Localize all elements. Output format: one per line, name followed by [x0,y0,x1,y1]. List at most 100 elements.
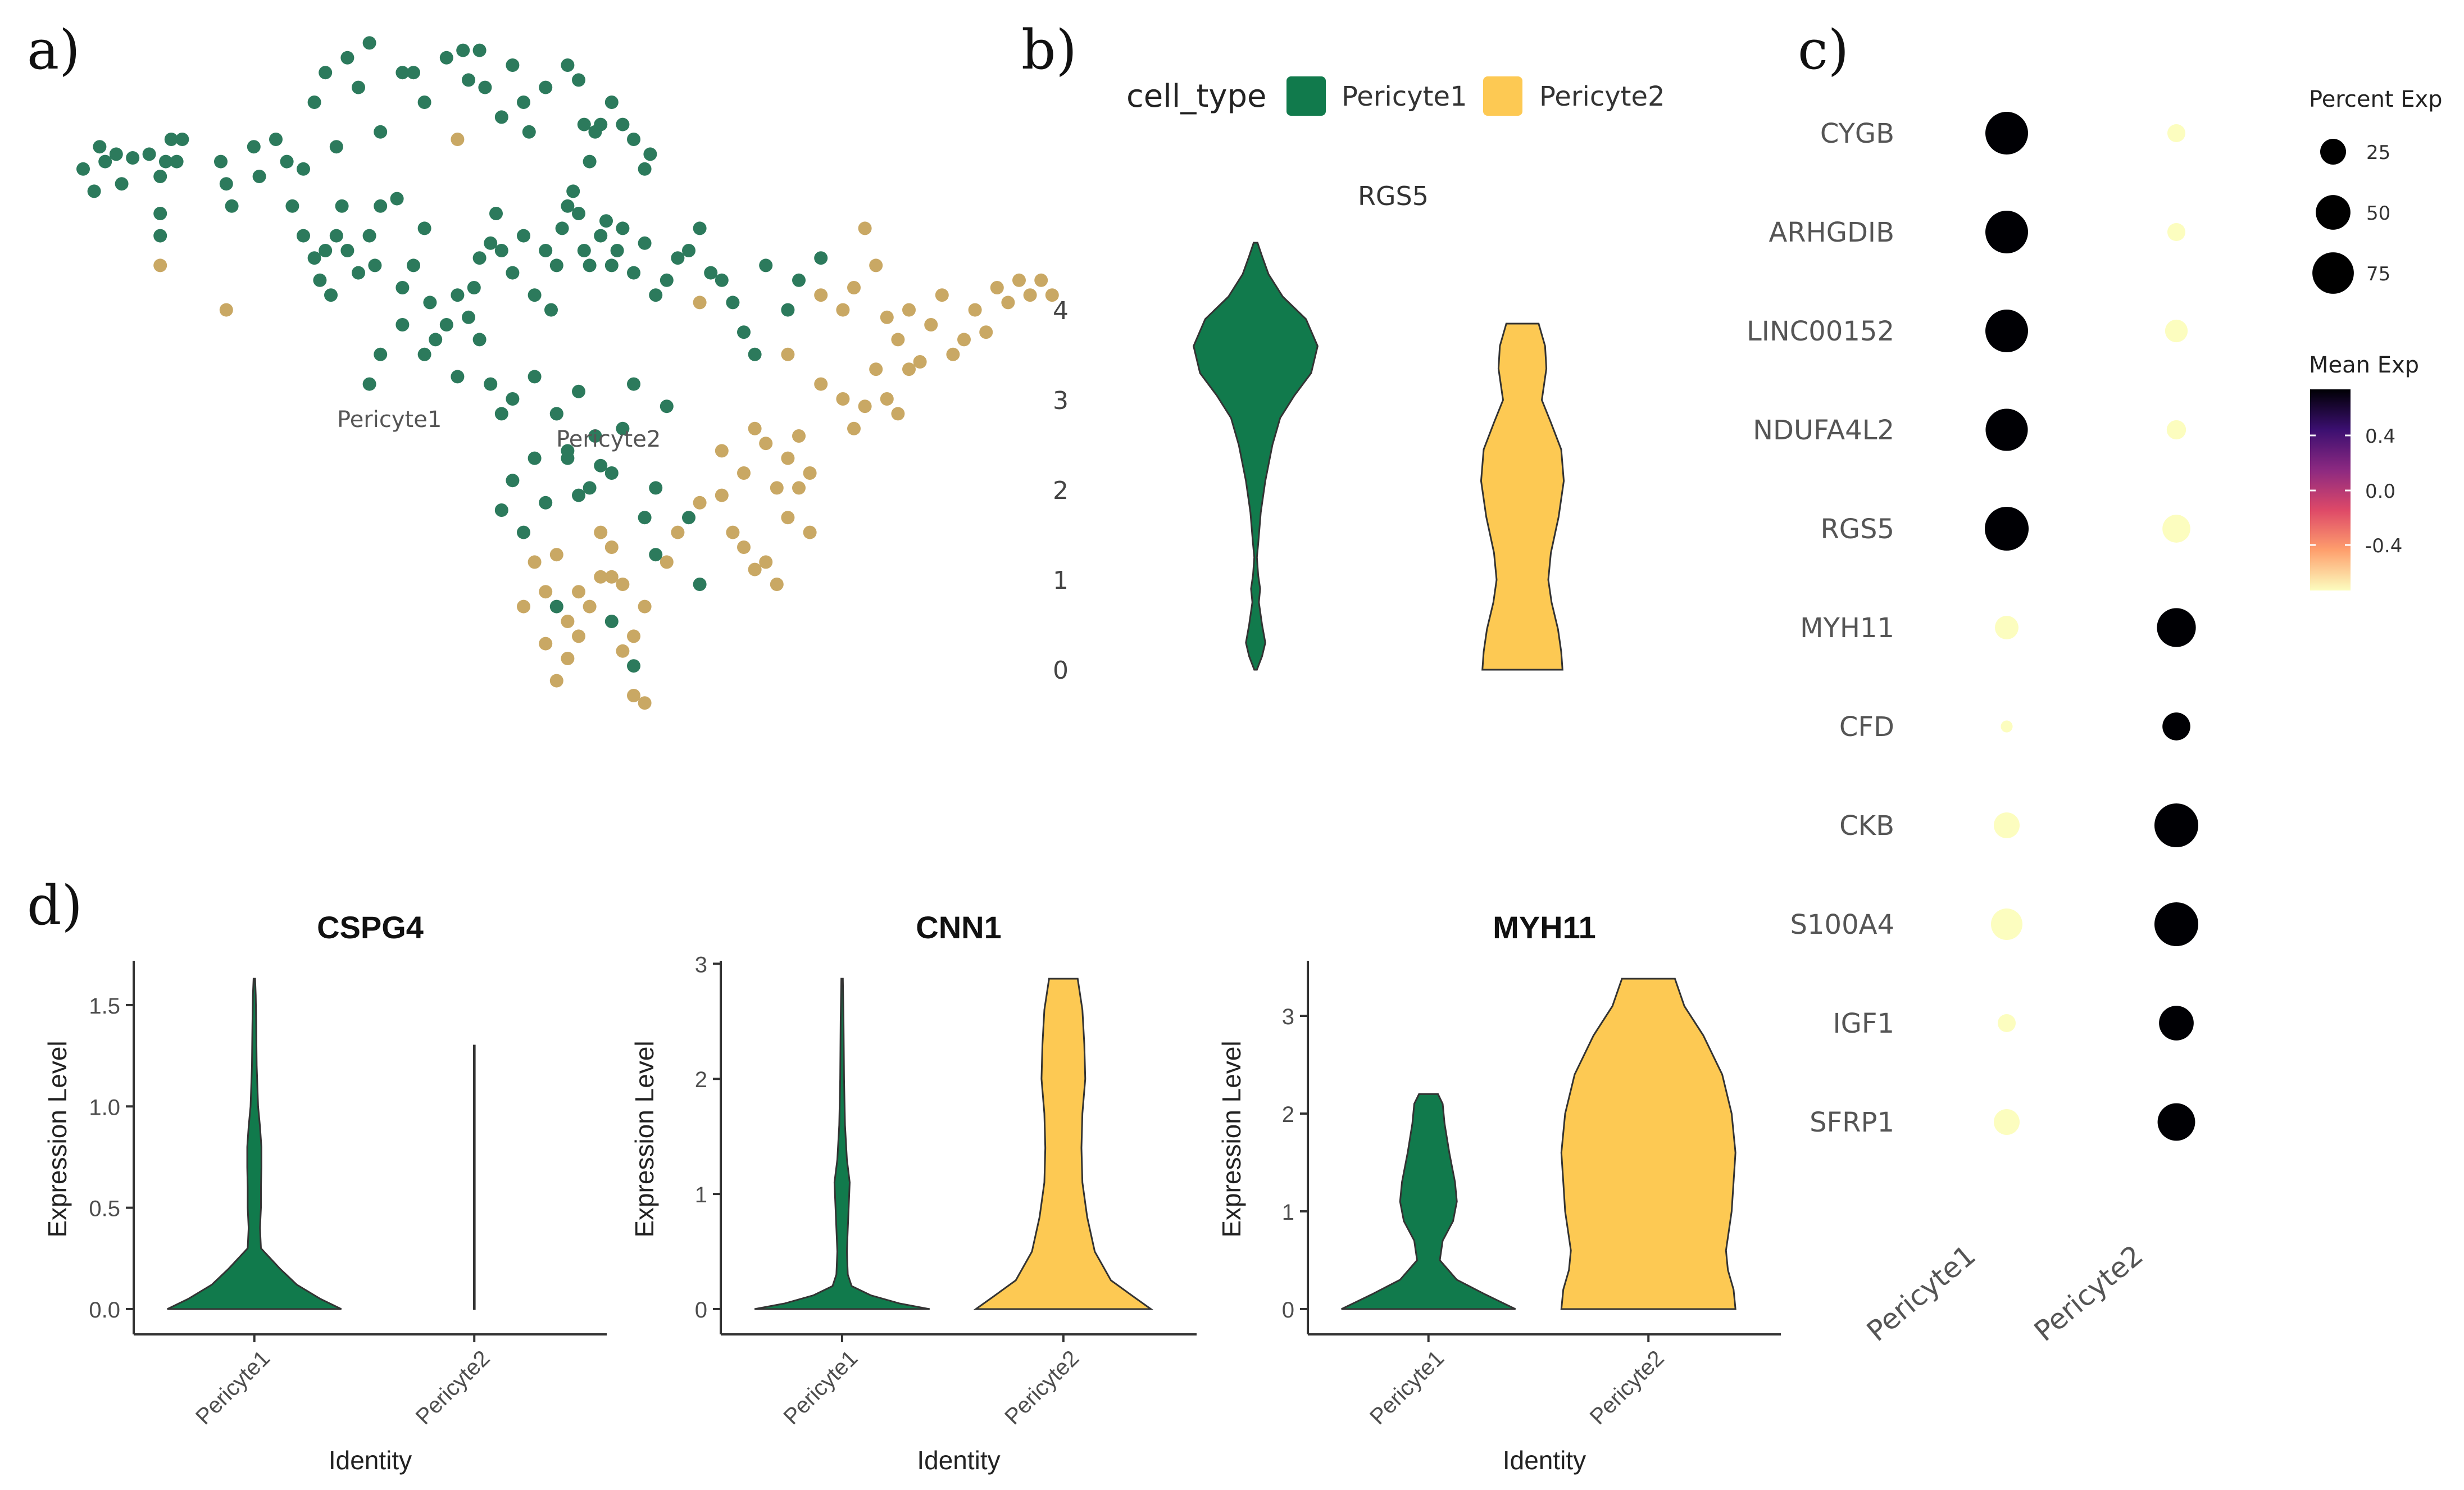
rgs5-y-ticks: 0 1 2 3 4 [1053,297,1069,685]
dot-sfrp1-pericyte1 [1994,1109,2020,1135]
umap-point-pericyte2-74 [539,637,553,651]
cspg4-y-tick-1.0: 1.0 [89,1095,120,1120]
umap-point-pericyte1-132 [494,503,508,517]
umap-point-pericyte2-67 [627,689,640,702]
umap-point-pericyte2-21 [1001,296,1015,310]
umap-point-pericyte2-40 [770,481,784,495]
umap-point-pericyte1-72 [429,333,443,347]
umap-point-pericyte1-40 [494,110,508,124]
myh11-violin-pericyte1 [1341,1093,1516,1310]
cnn1-y-label: Expression Level [630,1041,659,1237]
umap-point-pericyte1-47 [577,117,591,131]
umap-point-pericyte1-120 [484,377,498,391]
cspg4-violin-pericyte1 [167,978,342,1310]
cspg4-title: CSPG4 [317,910,424,945]
umap-point-pericyte2-51 [693,496,707,510]
dot-igf1-pericyte1 [1997,1014,2016,1033]
umap-point-pericyte2-9 [869,258,883,272]
cnn1-violin-pericyte2 [973,978,1154,1310]
umap-point-pericyte1-94 [599,214,613,228]
umap-point-pericyte2-71 [572,585,585,599]
umap-point-pericyte2-38 [748,421,762,435]
dot-rgs5-pericyte1 [1984,506,2029,551]
umap-point-pericyte1-129 [616,421,630,435]
cspg4-violin-pericyte2 [472,1044,476,1310]
rgs5-y-tick-1: 1 [1053,566,1069,595]
color-legend-tick-0.4: 0.4 [2365,425,2395,448]
umap-point-pericyte1-119 [472,333,487,347]
color-legend-tick--0.4: -0.4 [2365,535,2402,557]
umap-point-pericyte2-26 [814,377,828,391]
marker-violins-panel: CSPG4 0.0 0.5 1.0 1.5 Expression Level Pericyt… [43,910,1781,1475]
umap-point-pericyte1-71 [423,296,437,310]
dot-arhgdib-pericyte1 [1985,211,2028,253]
umap-point-pericyte1-65 [368,258,382,272]
myh11-y-tick-2: 2 [1282,1102,1294,1127]
umap-point-pericyte2-62 [539,585,553,599]
umap-point-pericyte1-127 [588,429,602,443]
umap-point-pericyte1-95 [604,258,619,272]
cspg4-x-tick-pericyte1: Pericyte1 [191,1346,275,1429]
umap-point-pericyte1-144 [682,511,695,525]
umap-point-pericyte2-17 [957,333,971,347]
umap-point-pericyte2-30 [869,362,883,376]
umap-point-pericyte1-78 [484,236,498,250]
color-legend-bar [2310,389,2351,590]
umap-point-pericyte2-47 [715,488,729,502]
dot-cygb-pericyte1 [1985,112,2028,155]
umap-point-pericyte1-14 [153,229,167,243]
umap-point-pericyte1-126 [572,384,585,398]
rgs5-y-tick-2: 2 [1053,476,1069,505]
myh11-y-tick-1: 1 [1282,1200,1294,1225]
umap-point-pericyte1-140 [583,481,597,495]
umap-point-pericyte1-96 [610,244,624,257]
umap-point-pericyte1-107 [726,296,740,310]
umap-point-pericyte2-24 [1034,273,1048,287]
dot-cfd-pericyte1 [2001,720,2013,733]
cspg4-y-label: Expression Level [43,1041,72,1237]
umap-point-pericyte2-50 [748,562,762,576]
dot-s100a4-pericyte2 [2154,902,2199,947]
umap-point-pericyte1-133 [506,474,520,488]
umap-point-pericyte2-3 [693,296,707,310]
size-legend-label-25: 25 [2366,142,2390,164]
umap-point-pericyte2-73 [549,548,563,562]
umap-point-pericyte2-22 [1012,273,1026,287]
panel-c-label: c) [1798,19,1849,81]
umap-point-pericyte1-44 [539,80,553,94]
umap-point-pericyte1-6 [87,184,101,198]
umap-point-pericyte1-79 [489,207,503,220]
dot-s100a4-pericyte1 [1990,908,2023,941]
umap-point-pericyte2-35 [803,466,817,480]
umap-point-pericyte1-77 [472,251,487,265]
umap-point-pericyte2-69 [604,570,619,584]
legend-label-pericyte1: Pericyte1 [1342,81,1467,112]
umap-point-pericyte2-20 [990,281,1004,294]
umap-point-pericyte2-25 [1045,288,1059,302]
umap-point-pericyte2-59 [572,629,585,643]
umap-point-pericyte1-116 [395,318,410,331]
umap-point-pericyte2-23 [1023,288,1037,302]
umap-point-pericyte1-92 [583,258,597,272]
umap-point-pericyte1-112 [792,273,806,287]
umap-point-pericyte1-70 [417,221,431,235]
umap-point-pericyte1-111 [781,303,795,317]
umap-point-pericyte1-20 [269,133,283,146]
umap-point-pericyte2-15 [935,288,949,302]
umap-point-pericyte1-35 [439,51,453,65]
umap-point-pericyte2-46 [770,578,784,591]
dot-igf1-pericyte2 [2159,1006,2194,1041]
umap-point-pericyte2-2 [451,133,465,146]
myh11-title: MYH11 [1493,910,1596,945]
myh11-y-label: Expression Level [1217,1041,1246,1237]
dot-sfrp1-pericyte2 [2157,1103,2195,1141]
umap-point-pericyte2-12 [902,303,916,317]
dot-cfd-pericyte2 [2162,712,2190,741]
umap-point-pericyte1-3 [109,147,123,161]
umap-point-pericyte1-135 [528,451,542,465]
umap-point-pericyte1-26 [319,66,333,80]
umap-point-pericyte2-34 [792,429,806,443]
umap-label-pericyte1: Pericyte1 [337,407,442,433]
umap-point-pericyte1-42 [517,96,530,109]
